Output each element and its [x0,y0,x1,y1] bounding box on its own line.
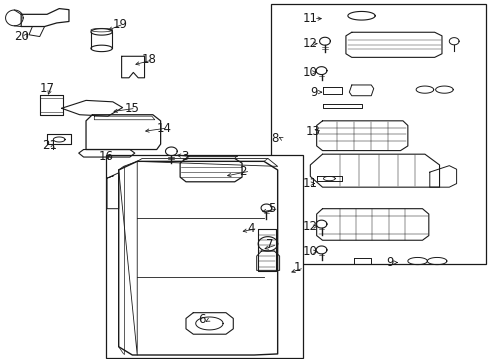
Text: 12: 12 [303,37,317,50]
Text: 8: 8 [271,132,278,145]
Text: 2: 2 [239,165,246,177]
Text: 19: 19 [113,18,127,31]
Text: 5: 5 [267,202,275,215]
Text: 10: 10 [303,245,317,258]
Text: 18: 18 [142,53,157,66]
Text: 15: 15 [125,102,140,115]
Text: 3: 3 [181,150,188,163]
Text: 12: 12 [303,220,317,233]
Text: 13: 13 [305,125,320,138]
Text: 9: 9 [310,86,317,99]
Bar [105,155,303,357]
Text: 17: 17 [40,82,55,95]
Text: 14: 14 [157,122,171,135]
Text: 20: 20 [14,30,29,43]
Text: 21: 21 [42,139,57,152]
Bar [271,4,485,264]
Text: 9: 9 [385,256,393,269]
Text: 16: 16 [98,150,113,163]
Text: 1: 1 [293,261,300,274]
Text: 6: 6 [198,313,205,327]
Text: 4: 4 [246,222,254,235]
Text: 11: 11 [303,12,317,25]
Text: 11: 11 [303,177,317,190]
Text: 7: 7 [266,238,273,251]
Text: 10: 10 [303,66,317,79]
